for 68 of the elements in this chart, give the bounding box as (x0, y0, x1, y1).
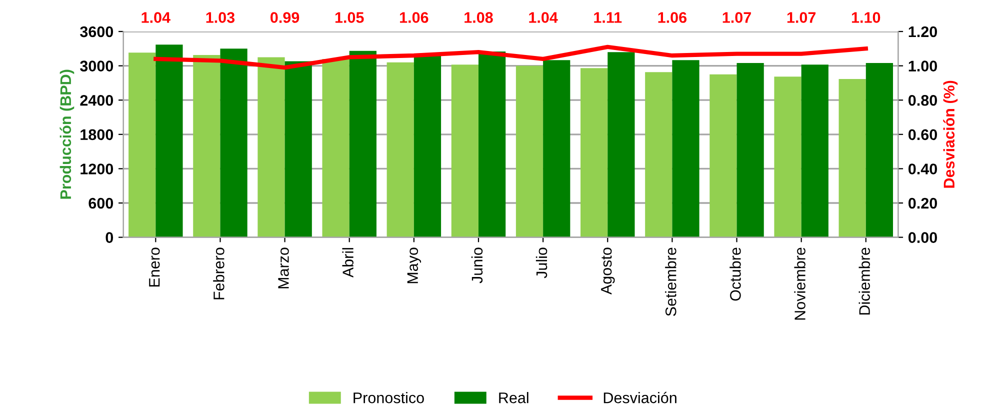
y2-axis-title: Desviación (%) (943, 80, 958, 188)
y2-tick-label: 1.20 (908, 26, 937, 38)
y2-tick-label: 0.20 (908, 198, 937, 209)
bar (128, 52, 156, 238)
data-label: 1.11 (594, 12, 622, 23)
y-tick-label: 1200 (80, 164, 114, 174)
bar (608, 52, 635, 238)
legend-label: Desviación (604, 392, 676, 404)
bar (736, 62, 764, 238)
data-label: 1.03 (206, 12, 235, 23)
y2-tick-label: 0.40 (908, 164, 937, 174)
y-tick-label: 3600 (80, 26, 114, 38)
line-series (154, 44, 868, 70)
x-tick-label: Julio (536, 248, 548, 278)
y2-tick-label: 1.00 (908, 60, 937, 72)
bar (801, 64, 828, 238)
bar (156, 44, 183, 238)
y2-tick-label: 0.80 (908, 94, 937, 106)
y2-tick-label: 0.00 (908, 232, 937, 243)
y2-tick-label: 0.60 (908, 129, 937, 140)
bar (478, 52, 506, 238)
data-label: 1.06 (658, 12, 687, 23)
data-label: 1.05 (335, 12, 364, 23)
data-label: 1.06 (400, 12, 428, 23)
bar (386, 62, 414, 238)
bar (866, 62, 894, 238)
y-tick-label: 1800 (80, 129, 114, 140)
x-tick-label: Diciembre (858, 248, 870, 315)
bar (543, 60, 570, 238)
bar (193, 54, 220, 238)
data-label: 1.10 (852, 12, 880, 23)
x-tick-label: Febrero (213, 248, 224, 300)
bar (672, 60, 700, 238)
bar (284, 61, 312, 238)
bar (645, 72, 672, 238)
legend-label: Pronostico (354, 392, 424, 404)
bar (451, 64, 478, 238)
bar (838, 78, 866, 238)
y-tick-label: 0 (106, 232, 114, 243)
bar (710, 74, 737, 238)
x-tick-label: Marzo (278, 248, 289, 288)
legend-label: Real (499, 392, 528, 404)
x-tick-label: Mayo (407, 248, 422, 284)
x-tick-label: Octubre (730, 248, 741, 301)
data-label: 1.04 (529, 12, 558, 23)
bar (322, 58, 350, 238)
x-tick-label: Setiembre (665, 248, 676, 316)
bar (220, 48, 248, 238)
bar (516, 66, 544, 238)
data-label: 1.08 (464, 12, 493, 23)
data-label: 1.07 (787, 12, 816, 23)
x-tick-label: Enero (149, 248, 160, 287)
data-label: 0.99 (270, 12, 300, 23)
bar (580, 68, 608, 238)
y-tick-label: 3000 (80, 60, 114, 72)
bar (414, 54, 442, 238)
x-tick-label: Noviembre (794, 248, 806, 320)
x-tick-label: Agosto (601, 248, 615, 295)
bar (774, 76, 802, 238)
y-tick-label: 2400 (80, 94, 114, 106)
bar (258, 57, 285, 238)
x-tick-label: Junio (471, 248, 483, 284)
x-tick-label: Abril (342, 248, 354, 278)
data-label: 1.04 (142, 12, 170, 23)
data-label: 1.07 (722, 12, 751, 23)
bar (349, 50, 376, 238)
y-axis-title: Producción (BPD) (60, 70, 74, 199)
y-tick-label: 600 (88, 198, 114, 209)
